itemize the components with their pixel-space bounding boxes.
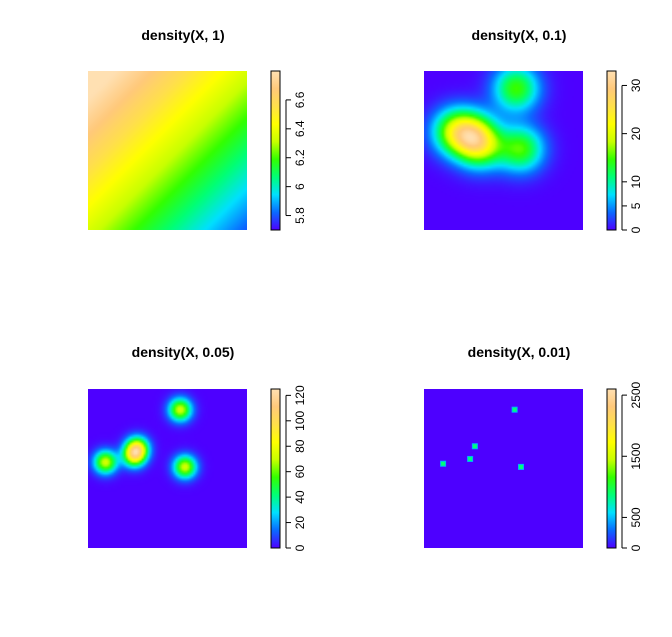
- panel-1: density(X, 1) 5.8 6 6.2 6.4 6.6: [88, 27, 307, 231]
- colorbar-tick-label: 6.6: [293, 91, 307, 108]
- colorbar-tick-label: 6.4: [293, 120, 307, 137]
- colorbar-tick-label: 20: [293, 516, 307, 530]
- density-point: [440, 460, 447, 467]
- density-point: [517, 463, 524, 470]
- colorbar: [271, 389, 280, 548]
- panel-title: density(X, 0.05): [132, 344, 235, 360]
- panel-4: density(X, 0.01) 0 500 1500 2500: [424, 344, 643, 551]
- colorbar-tick-label: 6: [293, 183, 307, 190]
- colorbar: [271, 71, 280, 230]
- colorbar-tick-label: 5: [629, 202, 643, 209]
- colorbar: [607, 389, 616, 548]
- colorbar-tick-label: 40: [293, 490, 307, 504]
- colorbar-tick-label: 60: [293, 465, 307, 479]
- colorbar-tick-label: 6.2: [293, 149, 307, 166]
- density-point: [467, 455, 474, 462]
- density-point: [511, 406, 518, 413]
- colorbar-tick-label: 1500: [629, 443, 643, 470]
- colorbar-frame: [606, 70, 617, 231]
- colorbar-frame: [270, 388, 281, 549]
- colorbar-tick-label: 500: [629, 507, 643, 527]
- panel-2: density(X, 0.1) 0 5 10 20 30: [424, 27, 643, 233]
- heatmap-image: [424, 389, 583, 548]
- heatmap-image: [88, 71, 247, 230]
- panel-3: density(X, 0.05) 0 20 40 60 80 100 120: [88, 344, 307, 551]
- colorbar-frame: [270, 70, 281, 231]
- colorbar-tick-label: 5.8: [293, 207, 307, 224]
- colorbar-tick-label: 0: [629, 544, 643, 551]
- density-point: [471, 443, 478, 450]
- heatmap-image: [424, 71, 583, 230]
- colorbar-tick-label: 10: [629, 175, 643, 189]
- colorbar-tick-label: 2500: [629, 381, 643, 408]
- colorbar-frame: [606, 388, 617, 549]
- colorbar-tick-label: 0: [629, 226, 643, 233]
- colorbar-tick-label: 100: [293, 410, 307, 430]
- colorbar-tick-label: 20: [629, 127, 643, 141]
- panel-title: density(X, 1): [141, 27, 224, 43]
- colorbar: [607, 71, 616, 230]
- panel-title: density(X, 0.1): [472, 27, 567, 43]
- colorbar-tick-label: 30: [629, 78, 643, 92]
- colorbar-tick-label: 80: [293, 439, 307, 453]
- colorbar-tick-label: 0: [293, 544, 307, 551]
- panel-title: density(X, 0.01): [468, 344, 571, 360]
- heatmap-image: [88, 389, 247, 548]
- colorbar-tick-label: 120: [293, 385, 307, 405]
